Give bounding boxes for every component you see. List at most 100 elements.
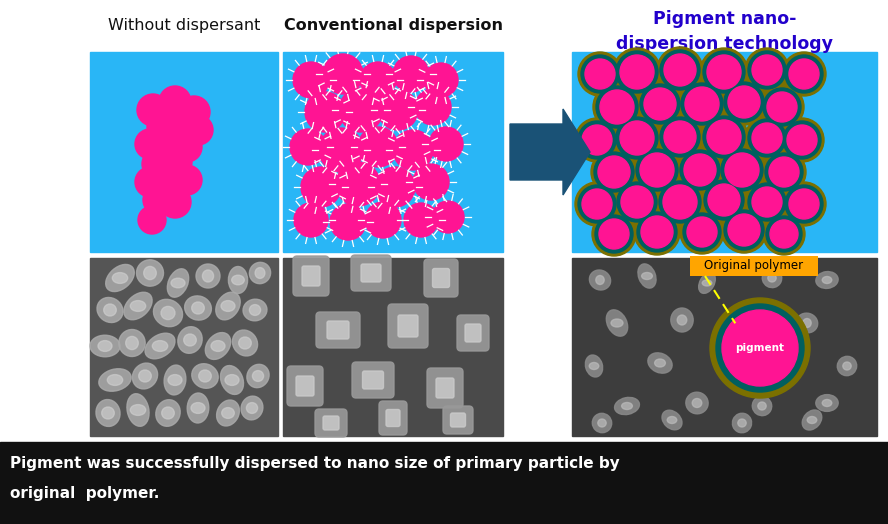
Ellipse shape [106,265,134,291]
Circle shape [769,157,799,187]
Text: Original polymer: Original polymer [704,259,804,272]
FancyBboxPatch shape [379,401,407,435]
Ellipse shape [590,270,611,290]
Ellipse shape [622,402,632,409]
Circle shape [725,153,759,187]
Circle shape [178,96,210,128]
Ellipse shape [239,337,251,349]
Ellipse shape [255,268,265,278]
Ellipse shape [225,375,239,385]
Circle shape [656,178,704,226]
Ellipse shape [123,292,152,320]
Circle shape [789,189,819,219]
Ellipse shape [216,292,241,320]
Circle shape [319,128,363,172]
Circle shape [591,149,637,195]
Text: pigment: pigment [735,343,784,353]
Ellipse shape [131,405,146,416]
Ellipse shape [167,269,188,297]
Circle shape [415,89,451,125]
Circle shape [785,185,823,223]
Circle shape [594,152,634,192]
Ellipse shape [702,280,712,286]
Ellipse shape [126,336,139,350]
Circle shape [683,213,721,251]
FancyBboxPatch shape [316,312,360,348]
Circle shape [162,147,192,177]
Circle shape [595,215,633,253]
Ellipse shape [247,364,269,388]
Ellipse shape [252,370,264,381]
Circle shape [613,48,661,96]
Circle shape [728,86,760,118]
Circle shape [152,166,184,198]
Circle shape [582,189,612,219]
Ellipse shape [191,402,205,413]
Bar [572,52,877,252]
Ellipse shape [757,402,766,410]
Circle shape [770,220,798,248]
Ellipse shape [187,393,209,423]
Circle shape [783,121,821,159]
Circle shape [636,149,678,191]
Circle shape [701,177,747,223]
Circle shape [707,120,741,154]
Ellipse shape [816,395,838,411]
Circle shape [592,212,636,256]
FancyBboxPatch shape [436,378,454,398]
Circle shape [752,187,782,217]
Text: Pigment nano-
dispersion technology: Pigment nano- dispersion technology [616,10,833,53]
Ellipse shape [585,355,603,377]
Ellipse shape [607,310,628,336]
Circle shape [680,150,720,190]
Circle shape [578,185,616,223]
Ellipse shape [802,410,821,430]
Ellipse shape [199,370,211,382]
Ellipse shape [228,267,248,293]
Ellipse shape [693,398,702,408]
FancyBboxPatch shape [361,264,381,282]
Ellipse shape [246,402,258,413]
Circle shape [616,51,658,93]
Circle shape [716,304,804,392]
Ellipse shape [717,356,738,376]
FancyBboxPatch shape [302,266,320,286]
Circle shape [336,162,380,206]
Ellipse shape [648,353,672,373]
Circle shape [782,52,826,96]
Circle shape [290,129,326,165]
Circle shape [135,129,165,159]
Circle shape [640,84,680,124]
Circle shape [429,127,463,161]
Ellipse shape [638,264,656,288]
Circle shape [707,55,741,89]
Circle shape [677,147,723,193]
Ellipse shape [843,362,852,370]
Ellipse shape [221,301,235,311]
Circle shape [323,54,363,94]
Ellipse shape [164,365,186,395]
Ellipse shape [145,333,175,359]
Ellipse shape [192,364,218,388]
Ellipse shape [670,308,694,332]
Circle shape [680,210,724,254]
Circle shape [660,50,700,90]
Ellipse shape [592,413,612,433]
Circle shape [585,59,615,89]
Circle shape [685,87,719,121]
Ellipse shape [112,272,128,283]
Circle shape [393,56,429,92]
Ellipse shape [596,276,604,285]
Ellipse shape [222,408,234,418]
Circle shape [621,186,653,218]
Circle shape [617,182,657,222]
Circle shape [152,129,184,161]
Bar [90,258,278,436]
Circle shape [183,115,213,145]
Circle shape [721,79,767,125]
FancyBboxPatch shape [690,256,818,276]
Circle shape [762,150,806,194]
Circle shape [600,90,634,124]
Circle shape [745,48,789,92]
Circle shape [767,92,797,122]
